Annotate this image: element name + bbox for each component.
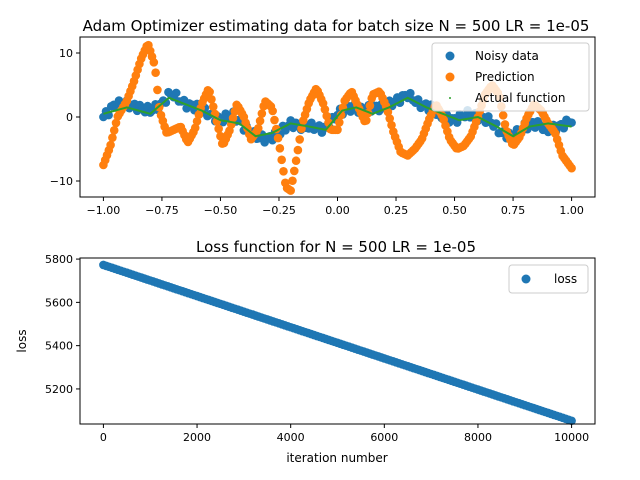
prediction-point [288,176,297,186]
y-tick-label: 10 [59,47,73,60]
prediction-point [207,94,216,104]
prediction-point [286,186,295,195]
y-tick-label: 5200 [45,383,73,396]
noisy-data-point [567,118,576,127]
prediction-point [149,58,159,67]
legend-label: Noisy data [475,49,539,63]
prediction-point [333,125,342,135]
top-chart-title: Adam Optimizer estimating data for batch… [83,17,590,35]
prediction-point [320,105,330,114]
prediction-point [335,118,344,127]
prediction-point [291,156,301,166]
legend-marker [449,97,451,99]
prediction-point [270,115,279,125]
bottom-chart-legend: loss [508,264,589,294]
prediction-point [253,124,263,133]
x-tick-label: −1.00 [87,204,121,217]
top-chart: Adam Optimizer estimating data for batch… [50,17,596,217]
prediction-point [273,133,283,143]
noisy-data-point [161,98,171,107]
y-tick-label: −10 [50,175,73,188]
bottom-chart-title: Loss function for N = 500 LR = 1e-05 [196,238,476,256]
prediction-point [228,113,238,123]
prediction-point [257,109,267,118]
prediction-point [108,133,117,142]
legend-label: Prediction [475,70,535,84]
x-tick-label: −0.50 [204,204,238,217]
y-tick-label: 0 [66,111,73,124]
prediction-point [293,145,303,155]
x-tick-label: −0.75 [145,204,179,217]
x-tick-label: 4000 [277,431,305,444]
legend-marker [521,274,531,284]
x-tick-label: 10000 [554,431,589,444]
bottom-plot-frame [79,257,596,425]
bottom-chart: Loss function for N = 500 LR = 1e-05 0 20… [15,238,596,465]
legend-marker [445,51,455,61]
noisy-data-point [406,88,415,98]
prediction-point [214,124,223,134]
noisy-data-point [171,88,181,98]
prediction-point [255,116,265,126]
prediction-point [365,101,375,110]
bottom-chart-ticks: 0 2000 4000 6000 8000 10000 5200 5400 5600 5800 [45,253,589,444]
legend-label: loss [554,272,577,286]
prediction-point [111,118,121,128]
prediction-point [192,116,202,126]
x-tick-label: −0.25 [262,204,296,217]
top-chart-marks [99,40,576,195]
prediction-point [153,85,162,95]
top-plot-frame [79,36,596,198]
prediction-point [387,120,396,130]
bottom-chart-ylabel: loss [15,329,29,352]
legend-marker [445,72,455,82]
bottom-chart-xlabel: iteration number [286,451,387,465]
prediction-point [190,123,200,133]
prediction-point [289,166,299,176]
prediction-point [498,111,508,120]
prediction-point [194,110,204,120]
prediction-point [106,140,115,150]
x-tick-label: 0.50 [442,204,467,217]
prediction-point [362,116,371,125]
legend-label: Actual function [475,91,565,105]
legend-box [508,264,589,294]
y-tick-label: 5600 [45,296,73,309]
prediction-point [205,87,214,97]
x-tick-label: 0.00 [325,204,350,217]
x-tick-label: 2000 [183,431,211,444]
legend-box [431,42,590,112]
loss-series [99,260,576,426]
x-tick-label: 8000 [464,431,492,444]
prediction-point [383,107,393,117]
prediction-point [385,114,395,123]
prediction-point [500,120,510,129]
prediction-point [295,135,304,144]
prediction-point [268,106,277,116]
prediction-point [279,167,288,176]
prediction-point [151,68,160,77]
x-tick-label: 6000 [370,431,398,444]
prediction-point [567,163,576,173]
y-tick-label: 5800 [45,253,73,266]
x-tick-label: 0.25 [384,204,409,217]
prediction-point [275,144,285,153]
top-chart-legend: Noisy data Prediction Actual function [431,42,590,112]
y-tick-label: 5400 [45,340,73,353]
prediction-point [277,155,286,165]
x-tick-label: 0 [100,431,107,444]
x-tick-label: 1.00 [559,204,584,217]
top-chart-ticks: −1.00 −0.75 −0.50 −0.25 0.00 0.25 0.50 0.75 1.00… [50,47,584,217]
actual-function-line [103,96,572,138]
prediction-point [208,102,218,111]
bottom-chart-marks [99,260,576,426]
x-tick-label: 0.75 [501,204,526,217]
loss-point [567,416,576,426]
prediction-point [322,111,331,121]
prediction-point [109,125,119,135]
